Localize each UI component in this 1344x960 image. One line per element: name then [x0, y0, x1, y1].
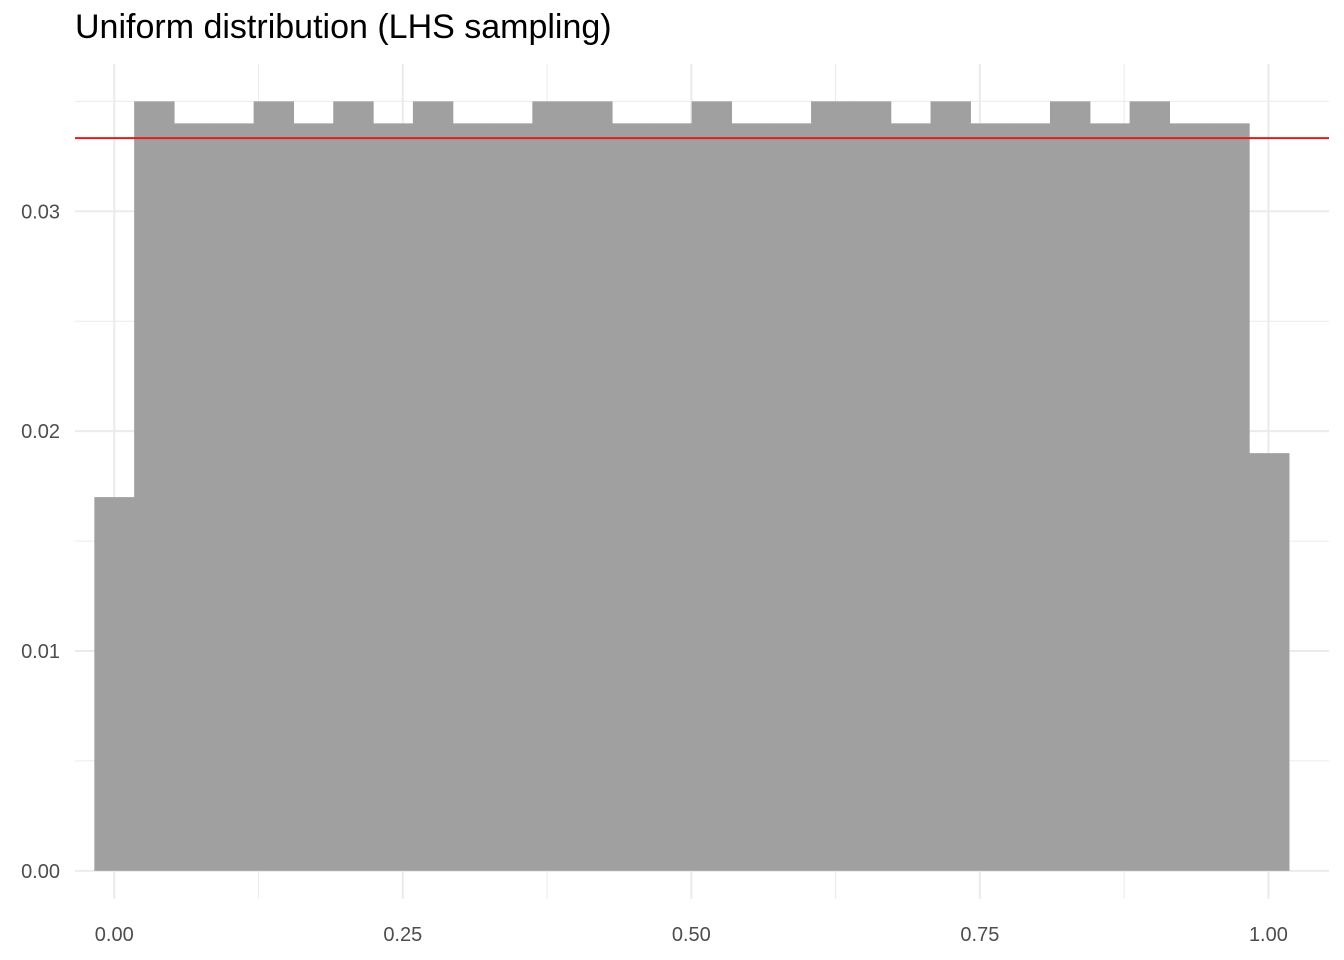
histogram-bar-20 [850, 101, 892, 871]
histogram-bar-24 [1010, 123, 1051, 871]
histogram-bar-18 [771, 123, 812, 871]
histogram-bar-14 [611, 123, 653, 871]
histogram-bar-25 [1049, 101, 1091, 871]
histogram-bar-6 [293, 123, 334, 871]
y-tick-label: 0.01 [21, 641, 60, 663]
x-axis-tick-labels: 0.00 0.25 0.50 0.75 1.00 [95, 924, 1288, 946]
histogram-bar-5 [253, 101, 295, 871]
x-tick-label: 0.25 [383, 924, 422, 946]
histogram-bar-30 [1249, 453, 1290, 871]
x-tick-label: 0.50 [672, 924, 711, 946]
histogram-bar-22 [930, 101, 971, 871]
histogram-bar-10 [452, 123, 494, 871]
histogram-bars [94, 101, 1290, 871]
histogram-bar-1 [94, 497, 135, 871]
histogram-bar-16 [691, 101, 733, 871]
histogram-bar-28 [1169, 123, 1210, 871]
histogram-bar-7 [333, 101, 374, 871]
histogram-bar-2 [134, 101, 175, 871]
chart-title: Uniform distribution (LHS sampling) [75, 8, 612, 46]
y-axis-tick-labels: 0.00 0.01 0.02 0.03 [21, 201, 60, 883]
histogram-bar-11 [492, 123, 533, 871]
y-tick-label: 0.03 [21, 201, 60, 223]
histogram-bar-27 [1129, 101, 1171, 871]
histogram-bar-17 [731, 123, 772, 871]
histogram-bar-21 [890, 123, 932, 871]
histogram-bar-19 [811, 101, 852, 871]
histogram-bar-29 [1209, 123, 1250, 871]
y-tick-label: 0.00 [21, 861, 60, 883]
histogram-bar-3 [173, 123, 215, 871]
histogram-bar-4 [213, 123, 255, 871]
histogram-bar-9 [412, 101, 454, 871]
y-tick-label: 0.02 [21, 421, 60, 443]
x-tick-label: 0.75 [960, 924, 999, 946]
histogram-bar-12 [532, 101, 573, 871]
histogram-bar-13 [572, 101, 613, 871]
histogram-bar-8 [373, 123, 414, 871]
x-tick-label: 0.00 [95, 924, 134, 946]
histogram-bar-23 [970, 123, 1011, 871]
histogram-bar-15 [651, 123, 693, 871]
x-tick-label: 1.00 [1249, 924, 1288, 946]
histogram-bar-26 [1089, 123, 1131, 871]
